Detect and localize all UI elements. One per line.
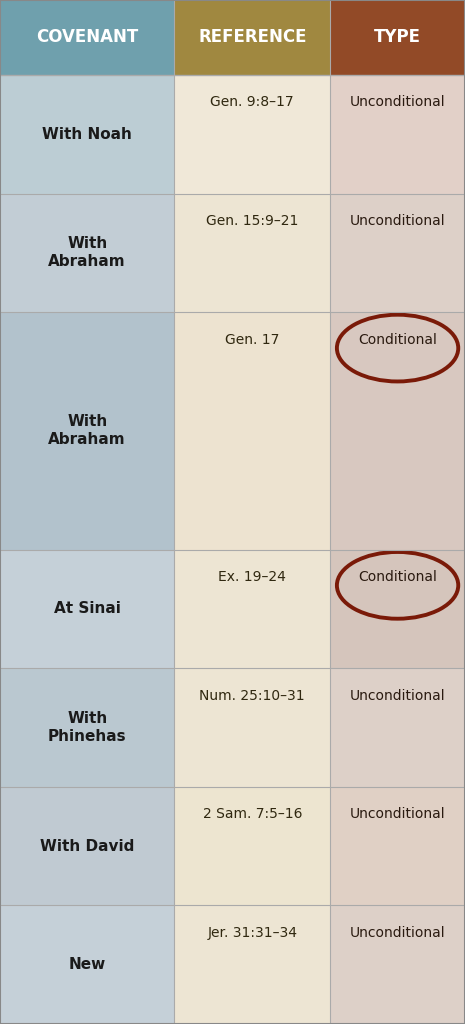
Text: 2 Sam. 7:5–16: 2 Sam. 7:5–16 [203,807,302,821]
Bar [0,312,174,550]
Bar [0,194,174,312]
Text: Ex. 19–24: Ex. 19–24 [219,570,286,584]
Text: Gen. 15:9–21: Gen. 15:9–21 [206,214,299,228]
Text: New: New [68,957,106,972]
Text: Unconditional: Unconditional [350,214,445,228]
Bar [330,905,465,1024]
Bar [330,550,465,668]
Text: With
Phinehas: With Phinehas [48,711,126,744]
Bar [330,312,465,550]
Text: With Noah: With Noah [42,127,132,141]
Text: Jer. 31:31–34: Jer. 31:31–34 [207,926,297,940]
Bar [174,75,330,194]
Bar [330,75,465,194]
Bar [330,0,465,75]
Bar [0,550,174,668]
Text: With David: With David [40,839,134,854]
Bar [174,786,330,905]
Text: TYPE: TYPE [374,29,421,46]
Bar [174,194,330,312]
Bar [0,786,174,905]
Text: With
Abraham: With Abraham [48,415,126,447]
Bar [0,75,174,194]
Text: Conditional: Conditional [358,570,437,584]
Bar [0,905,174,1024]
Bar [330,786,465,905]
Text: Unconditional: Unconditional [350,688,445,702]
Bar [0,668,174,786]
Text: Gen. 17: Gen. 17 [225,333,279,347]
Text: Unconditional: Unconditional [350,95,445,110]
Text: COVENANT: COVENANT [36,29,138,46]
Bar [0,0,174,75]
Text: Unconditional: Unconditional [350,926,445,940]
Text: Conditional: Conditional [358,333,437,347]
Bar [174,312,330,550]
Bar [174,0,330,75]
Text: Unconditional: Unconditional [350,807,445,821]
Text: With
Abraham: With Abraham [48,237,126,269]
Text: REFERENCE: REFERENCE [198,29,306,46]
Bar [330,194,465,312]
Text: Gen. 9:8–17: Gen. 9:8–17 [211,95,294,110]
Bar [174,905,330,1024]
Text: Num. 25:10–31: Num. 25:10–31 [199,688,305,702]
Bar [330,668,465,786]
Bar [174,550,330,668]
Text: At Sinai: At Sinai [54,601,120,616]
Bar [174,668,330,786]
